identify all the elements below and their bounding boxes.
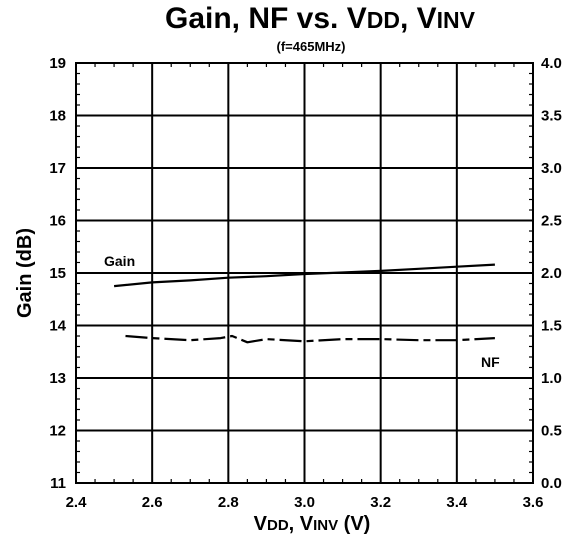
series-label-gain: Gain xyxy=(104,253,135,269)
x-tick-label: 2.8 xyxy=(218,494,239,511)
y-right-tick-label: 1.0 xyxy=(541,370,562,387)
x-axis-label-sep: , V xyxy=(289,513,314,535)
y-left-tick-label: 12 xyxy=(49,423,66,440)
y-left-tick-label: 19 xyxy=(49,55,66,72)
y-axis-label: Gain (dB) xyxy=(14,228,36,318)
x-tick-label: 3.4 xyxy=(446,494,468,511)
y-right-tick-label: 0.5 xyxy=(541,423,562,440)
y-right-tick-label: 4.0 xyxy=(541,55,562,72)
y-right-tick-label: 1.5 xyxy=(541,318,562,335)
x-tick-label: 2.6 xyxy=(142,494,163,511)
y-left-tick-label: 15 xyxy=(49,265,66,282)
y-right-tick-label: 2.5 xyxy=(541,213,562,230)
series-line-gain xyxy=(113,263,495,288)
x-tick-label: 3.6 xyxy=(523,494,544,511)
x-axis-label-sub2: INV xyxy=(313,517,338,534)
y-right-tick-label: 2.0 xyxy=(541,265,562,282)
chart-title: Gain, NF vs. VDD, VINV xyxy=(165,2,476,35)
x-axis-label: VDD, VINV (V) xyxy=(254,513,371,535)
y-right-tick-label: 3.0 xyxy=(541,160,562,177)
y-right-tick-label: 3.5 xyxy=(541,108,562,125)
chart-title-vinv-sub: INV xyxy=(437,7,476,33)
y-left-tick-label: 16 xyxy=(49,213,66,230)
chart-title-vdd-sub: DD xyxy=(367,7,400,33)
tick-labels: 2.4 2.6 2.8 3.0 3.2 3.4 3.6 11 12 13 14 15 16 17 18 19 0… xyxy=(49,55,562,511)
chart-title-main: Gain, NF vs. V xyxy=(165,2,367,35)
y-left-tick-label: 18 xyxy=(49,108,66,125)
y-left-tick-label: 14 xyxy=(49,318,66,335)
x-axis-label-v1: V xyxy=(254,513,268,535)
chart-subtitle: (f=465MHz) xyxy=(277,39,346,54)
series-line-nf xyxy=(125,334,495,344)
series-label-nf: NF xyxy=(481,354,500,370)
x-axis-label-sub1: DD xyxy=(267,517,289,534)
y-left-tick-label: 13 xyxy=(49,370,66,387)
y-left-tick-label: 17 xyxy=(49,160,66,177)
x-tick-label: 2.4 xyxy=(66,494,88,511)
x-tick-label: 3.2 xyxy=(370,494,391,511)
x-tick-label: 3.0 xyxy=(294,494,315,511)
y-left-tick-label: 11 xyxy=(50,475,66,492)
plot-frame xyxy=(75,62,534,484)
series xyxy=(113,263,495,344)
x-axis-label-unit: (V) xyxy=(338,513,370,535)
chart-title-sep: , V xyxy=(400,2,437,35)
y-right-tick-label: 0.0 xyxy=(541,475,562,492)
